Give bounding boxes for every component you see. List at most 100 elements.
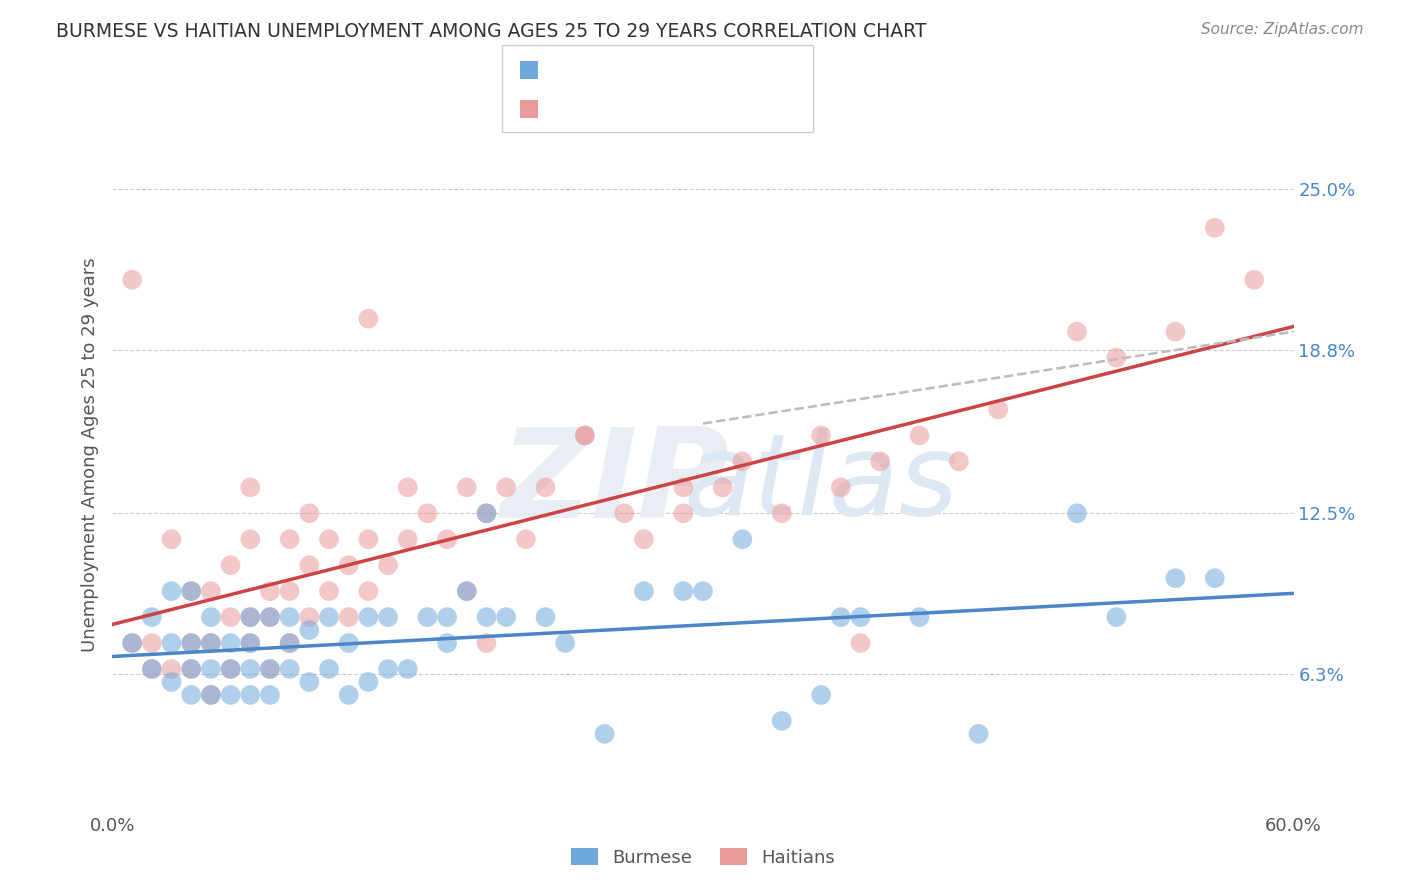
Point xyxy=(239,662,262,676)
Point xyxy=(377,558,399,573)
Point xyxy=(1164,325,1187,339)
Point xyxy=(1243,273,1265,287)
Point xyxy=(259,688,281,702)
Point xyxy=(849,636,872,650)
Point xyxy=(337,688,360,702)
Point xyxy=(180,662,202,676)
Point xyxy=(711,480,734,494)
Point xyxy=(259,610,281,624)
Point xyxy=(731,454,754,468)
Point xyxy=(298,558,321,573)
Point xyxy=(141,610,163,624)
Point xyxy=(396,533,419,547)
Point xyxy=(259,610,281,624)
Point xyxy=(987,402,1010,417)
Text: 0.191: 0.191 xyxy=(583,62,647,79)
Point xyxy=(672,506,695,520)
Point xyxy=(219,610,242,624)
Point xyxy=(219,636,242,650)
Point xyxy=(278,636,301,650)
Point xyxy=(416,610,439,624)
Point xyxy=(200,584,222,599)
Point xyxy=(475,506,498,520)
Point xyxy=(200,662,222,676)
Point xyxy=(160,662,183,676)
Point xyxy=(200,636,222,650)
Point xyxy=(337,558,360,573)
Point xyxy=(849,610,872,624)
Point xyxy=(239,636,262,650)
Point xyxy=(377,610,399,624)
Point xyxy=(574,428,596,442)
Point xyxy=(278,533,301,547)
Point xyxy=(180,636,202,650)
Point xyxy=(515,533,537,547)
Point xyxy=(318,533,340,547)
Point xyxy=(160,675,183,690)
Point xyxy=(121,636,143,650)
Point xyxy=(298,506,321,520)
Point xyxy=(967,727,990,741)
Point xyxy=(239,533,262,547)
Point xyxy=(495,610,517,624)
Point xyxy=(830,610,852,624)
Point xyxy=(180,584,202,599)
Text: N =: N = xyxy=(655,100,695,118)
Point xyxy=(278,662,301,676)
Point xyxy=(1105,351,1128,365)
Point xyxy=(180,636,202,650)
Point xyxy=(200,688,222,702)
Point xyxy=(534,480,557,494)
Point xyxy=(239,688,262,702)
Point xyxy=(219,688,242,702)
Point xyxy=(318,662,340,676)
Point xyxy=(239,610,262,624)
Point xyxy=(672,480,695,494)
Point xyxy=(475,636,498,650)
Point xyxy=(318,610,340,624)
Point xyxy=(770,506,793,520)
Point xyxy=(239,636,262,650)
Point xyxy=(908,428,931,442)
Point xyxy=(239,610,262,624)
Point xyxy=(141,662,163,676)
Point xyxy=(436,636,458,650)
Point xyxy=(278,584,301,599)
Point xyxy=(121,273,143,287)
Point xyxy=(259,662,281,676)
Point xyxy=(436,533,458,547)
Point xyxy=(298,623,321,637)
Text: atlas: atlas xyxy=(683,428,959,539)
Text: 68: 68 xyxy=(690,100,716,118)
Point xyxy=(810,428,832,442)
Text: ZIP: ZIP xyxy=(501,423,728,544)
Point xyxy=(1204,571,1226,585)
Point xyxy=(278,610,301,624)
Point xyxy=(948,454,970,468)
Point xyxy=(219,662,242,676)
Point xyxy=(810,688,832,702)
Point xyxy=(436,610,458,624)
Text: 0.443: 0.443 xyxy=(583,100,647,118)
Point xyxy=(337,636,360,650)
Point xyxy=(495,480,517,494)
Point xyxy=(869,454,891,468)
Text: 62: 62 xyxy=(690,62,716,79)
Y-axis label: Unemployment Among Ages 25 to 29 years: Unemployment Among Ages 25 to 29 years xyxy=(80,258,98,652)
Point xyxy=(357,610,380,624)
Point xyxy=(475,610,498,624)
Point xyxy=(830,480,852,494)
Point xyxy=(357,533,380,547)
Point xyxy=(180,662,202,676)
Point xyxy=(278,636,301,650)
Point xyxy=(377,662,399,676)
Point xyxy=(1105,610,1128,624)
Point xyxy=(121,636,143,650)
Point xyxy=(633,533,655,547)
Point xyxy=(337,610,360,624)
Point xyxy=(357,675,380,690)
Point xyxy=(1204,220,1226,235)
Point xyxy=(219,662,242,676)
Point xyxy=(160,584,183,599)
Point xyxy=(456,584,478,599)
